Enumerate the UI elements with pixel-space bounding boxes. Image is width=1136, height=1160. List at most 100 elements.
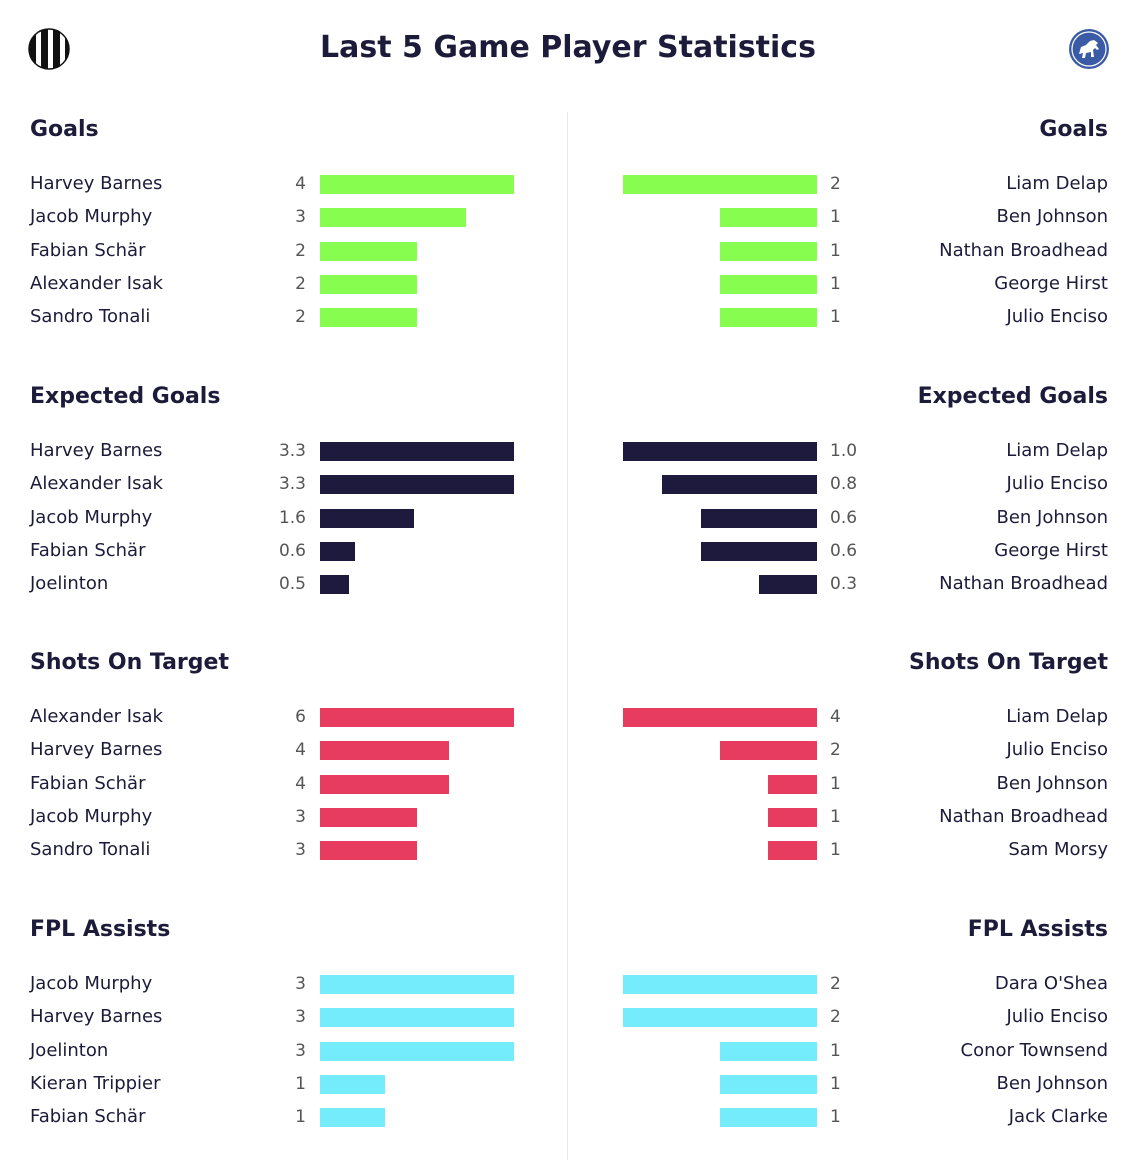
stat-value: 0.6 (830, 541, 858, 561)
player-name: Liam Delap (1006, 440, 1108, 461)
player-name: Harvey Barnes (30, 739, 163, 760)
stat-value: 0.3 (830, 574, 858, 594)
stat-value: 1 (830, 840, 841, 860)
player-row: Nathan Broadhead 1 (0, 804, 1136, 837)
stat-bar (623, 1008, 817, 1027)
stat-bar (720, 741, 817, 760)
stat-bar (320, 542, 355, 561)
stat-bar (320, 1008, 514, 1027)
player-row: Nathan Broadhead 1 (0, 238, 1136, 271)
section-title-right: FPL Assists (967, 917, 1108, 942)
player-row: Alexander Isak 6 (0, 704, 1136, 737)
player-name: Ben Johnson (996, 206, 1109, 227)
player-row: Harvey Barnes 4 (0, 737, 1136, 770)
stat-value: 1 (830, 307, 841, 327)
player-name: Fabian Schär (30, 1106, 146, 1127)
section-title-right: Shots On Target (909, 650, 1108, 675)
player-name: Julio Enciso (1006, 739, 1108, 760)
stat-bar (720, 1108, 817, 1127)
player-name: Kieran Trippier (30, 1073, 161, 1094)
player-row: Fabian Schär 1 (0, 1104, 1136, 1137)
stat-value: 4 (830, 707, 841, 727)
stat-bar (320, 741, 449, 760)
player-name: Harvey Barnes (30, 1006, 163, 1027)
striped-club-crest-icon (28, 28, 70, 70)
player-name: Liam Delap (1006, 706, 1108, 727)
player-row: Conor Townsend 1 (0, 1038, 1136, 1071)
player-row: Fabian Schär 0.6 (0, 538, 1136, 571)
stat-bar (623, 708, 817, 727)
player-name: Fabian Schär (30, 240, 146, 261)
stat-value: 3.3 (278, 474, 306, 494)
stat-bar (320, 242, 417, 261)
stat-value: 1 (830, 1074, 841, 1094)
player-name: Julio Enciso (1006, 1006, 1108, 1027)
player-row: Liam Delap 4 (0, 704, 1136, 737)
stat-value: 1.0 (830, 441, 858, 461)
player-name: Jacob Murphy (30, 206, 153, 227)
player-row: Sam Morsy 1 (0, 837, 1136, 870)
stat-value: 0.8 (830, 474, 858, 494)
stat-bar (320, 775, 449, 794)
player-name: Ben Johnson (996, 773, 1109, 794)
stat-value: 6 (295, 707, 306, 727)
stat-value: 3.3 (278, 441, 306, 461)
player-row: Ben Johnson 0.6 (0, 505, 1136, 538)
stat-bar (320, 275, 417, 294)
stat-value: 2 (830, 174, 841, 194)
stat-value: 1 (830, 1041, 841, 1061)
stat-panel-goals: Goals Goals Harvey Barnes 4 Jacob Murphy 3 Fab… (0, 115, 1136, 355)
stat-bar (623, 975, 817, 994)
player-name: Dara O'Shea (994, 973, 1108, 994)
stat-panel-shots: Shots On Target Shots On Target Alexander … (0, 648, 1136, 888)
player-name: Fabian Schär (30, 540, 146, 561)
stat-value: 3 (295, 840, 306, 860)
player-row: Fabian Schär 4 (0, 771, 1136, 804)
stat-bar (320, 841, 417, 860)
player-name: Jack Clarke (1008, 1106, 1108, 1127)
stat-bar (768, 775, 817, 794)
player-name: Nathan Broadhead (939, 240, 1108, 261)
player-name: Fabian Schär (30, 773, 146, 794)
player-name: Ben Johnson (996, 1073, 1109, 1094)
stat-bar (768, 841, 817, 860)
stat-bar (320, 808, 417, 827)
stat-bar (320, 509, 414, 528)
stat-value: 4 (295, 740, 306, 760)
stat-value: 0.5 (278, 574, 306, 594)
player-row: George Hirst 0.6 (0, 538, 1136, 571)
stat-bar (720, 242, 817, 261)
stat-bar (320, 175, 514, 194)
page-title: Last 5 Game Player Statistics (320, 30, 816, 65)
stat-bar (320, 475, 514, 494)
player-row: Julio Enciso 2 (0, 737, 1136, 770)
stat-value: 2 (295, 307, 306, 327)
stat-bar (320, 975, 514, 994)
stat-bar (720, 308, 817, 327)
player-row: Joelinton 0.5 (0, 571, 1136, 604)
player-name: Sandro Tonali (30, 839, 151, 860)
stat-bar (768, 808, 817, 827)
player-name: Alexander Isak (30, 706, 163, 727)
stat-bar (720, 1075, 817, 1094)
player-row: Jack Clarke 1 (0, 1104, 1136, 1137)
player-name: Sam Morsy (1008, 839, 1108, 860)
player-name: Jacob Murphy (30, 973, 153, 994)
stat-bar (320, 1042, 514, 1061)
stat-value: 3 (295, 807, 306, 827)
section-title-left: Goals (30, 117, 99, 142)
stat-bar (759, 575, 817, 594)
stat-bar (320, 1108, 385, 1127)
stat-value: 3 (295, 974, 306, 994)
section-title-left: Shots On Target (30, 650, 229, 675)
stat-value: 1 (830, 1107, 841, 1127)
player-row: Nathan Broadhead 0.3 (0, 571, 1136, 604)
player-name: George Hirst (994, 540, 1108, 561)
stat-bar (320, 208, 466, 227)
player-row: Fabian Schär 2 (0, 238, 1136, 271)
stat-value: 0.6 (830, 508, 858, 528)
stat-bar (662, 475, 817, 494)
section-title-left: FPL Assists (30, 917, 171, 942)
stat-bar (320, 308, 417, 327)
stat-value: 1.6 (278, 508, 306, 528)
